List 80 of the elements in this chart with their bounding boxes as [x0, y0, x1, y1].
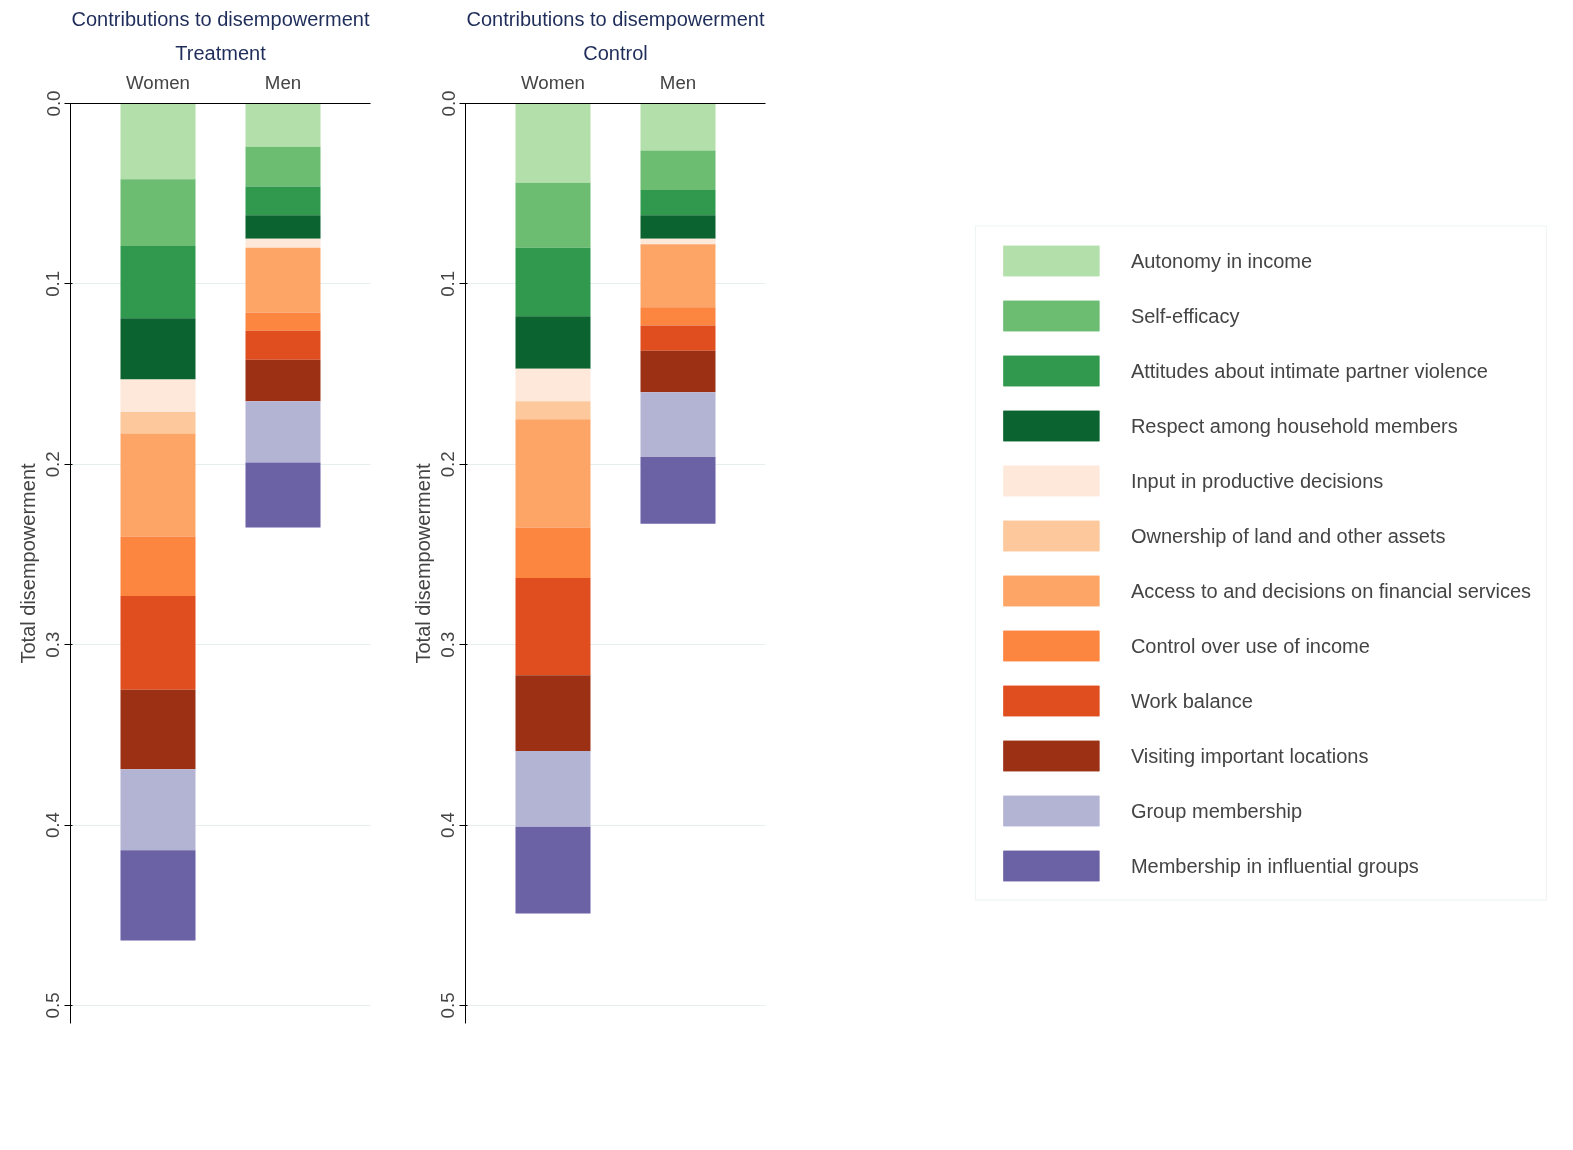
legend-label: Visiting important locations — [1130, 744, 1369, 767]
y-tick-label: 0.5 — [437, 992, 459, 1019]
bar — [515, 527, 591, 578]
legend-label: Attitudes about intimate partner violence — [1130, 359, 1488, 382]
y-tick-label: 0.2 — [437, 451, 459, 478]
bar — [515, 316, 591, 369]
x-tick-label: Women — [126, 71, 190, 93]
bar — [515, 577, 591, 676]
bar — [640, 215, 716, 239]
y-axis-title: Total disempowerment — [16, 463, 39, 664]
y-axis-title: Total disempowerment — [411, 463, 434, 664]
y-tick-label: 0.2 — [42, 451, 64, 478]
bar — [515, 182, 591, 248]
x-tick-label: Men — [659, 71, 697, 93]
bar — [515, 826, 591, 914]
bar — [515, 401, 591, 420]
legend-label: Respect among household members — [1130, 414, 1458, 437]
bar — [120, 103, 196, 180]
legend-label: Access to and decisions on financial services — [1130, 579, 1532, 602]
legend-label: Self-efficacy — [1130, 304, 1240, 327]
bar — [640, 307, 716, 326]
bar — [515, 675, 591, 752]
y-tick-label: 0.1 — [437, 270, 459, 297]
legend-label: Ownership of land and other assets — [1130, 524, 1446, 547]
y-tick-label: 0.3 — [437, 631, 459, 658]
bar — [245, 312, 321, 331]
bar — [120, 179, 196, 247]
bar — [245, 238, 321, 248]
bar — [640, 350, 716, 393]
y-tick-label: 0.3 — [42, 631, 64, 658]
bar — [120, 536, 196, 596]
y-tick-label: 0.4 — [42, 812, 64, 839]
bar — [515, 368, 591, 402]
y-tick-label: 0.0 — [42, 90, 64, 117]
bar — [120, 689, 196, 770]
bar — [245, 103, 321, 147]
legend-label: Membership in influential groups — [1130, 854, 1419, 877]
legend-label: Control over use of income — [1130, 634, 1370, 657]
legend-label: Autonomy in income — [1130, 249, 1313, 272]
bar — [120, 433, 196, 537]
chart-title: Contributions to disempowerment — [466, 7, 765, 30]
bar — [245, 462, 321, 528]
legend-label: Input in productive decisions — [1130, 469, 1384, 492]
bar — [515, 751, 591, 827]
bar — [640, 392, 716, 458]
legend-label: Group membership — [1130, 799, 1303, 822]
bar — [120, 246, 196, 319]
x-tick-label: Men — [264, 71, 302, 93]
bar — [245, 146, 321, 187]
bar — [640, 150, 716, 191]
bar — [640, 103, 716, 151]
bar — [245, 186, 321, 216]
chart-title: Contributions to disempowerment — [71, 7, 370, 30]
y-tick-label: 0.5 — [42, 992, 64, 1019]
bar — [640, 238, 716, 245]
bar — [515, 419, 591, 528]
bar — [120, 318, 196, 380]
y-tick-label: 0.0 — [437, 90, 459, 117]
y-tick-label: 0.1 — [42, 270, 64, 297]
bar — [640, 190, 716, 216]
x-tick-label: Women — [521, 71, 585, 93]
bar — [120, 595, 196, 690]
bar — [120, 411, 196, 434]
bar — [120, 379, 196, 412]
bar — [245, 247, 321, 313]
bar — [245, 215, 321, 239]
bar — [120, 850, 196, 941]
y-tick-label: 0.4 — [437, 812, 459, 839]
chart-subtitle: Treatment — [175, 41, 267, 64]
bar — [245, 330, 321, 360]
bar — [245, 401, 321, 463]
bar — [640, 457, 716, 524]
bar — [120, 769, 196, 851]
bar — [515, 247, 591, 317]
bar — [245, 359, 321, 402]
chart-subtitle: Control — [583, 41, 648, 64]
legend-label: Work balance — [1130, 689, 1253, 712]
bar — [640, 244, 716, 308]
bar — [640, 325, 716, 351]
bar — [515, 103, 591, 183]
